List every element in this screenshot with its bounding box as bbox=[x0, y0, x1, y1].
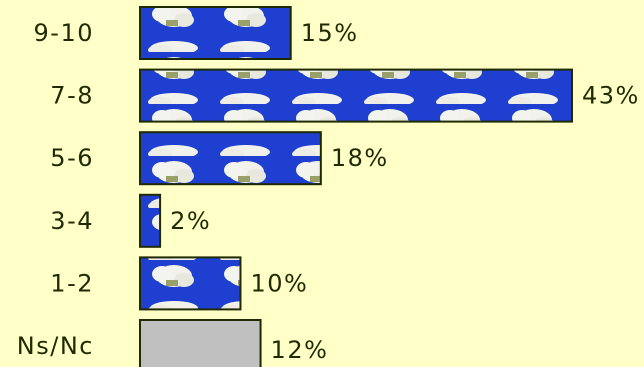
value-label: 10% bbox=[250, 269, 308, 297]
value-label: 18% bbox=[331, 144, 389, 172]
bar bbox=[139, 6, 292, 60]
value-label: 43% bbox=[582, 82, 640, 110]
value-label: 12% bbox=[271, 336, 329, 364]
category-label: 9-10 bbox=[34, 19, 94, 47]
bar bbox=[139, 131, 322, 186]
bar bbox=[139, 256, 242, 311]
bar bbox=[139, 68, 573, 123]
value-label: 2% bbox=[170, 207, 211, 235]
category-label: 7-8 bbox=[50, 82, 94, 110]
bar bbox=[139, 193, 162, 248]
category-label: 5-6 bbox=[50, 144, 94, 172]
category-label: 1-2 bbox=[50, 269, 94, 297]
chart-marks: 9-10 15% 7-8 43% 5-6 18% 3-4 2% 1-2 10% Ns/Nc 12% bbox=[17, 6, 640, 367]
category-label: Ns/Nc bbox=[17, 332, 94, 360]
bar-no-answer bbox=[139, 319, 262, 367]
category-label: 3-4 bbox=[50, 207, 94, 235]
value-label: 15% bbox=[301, 19, 359, 47]
